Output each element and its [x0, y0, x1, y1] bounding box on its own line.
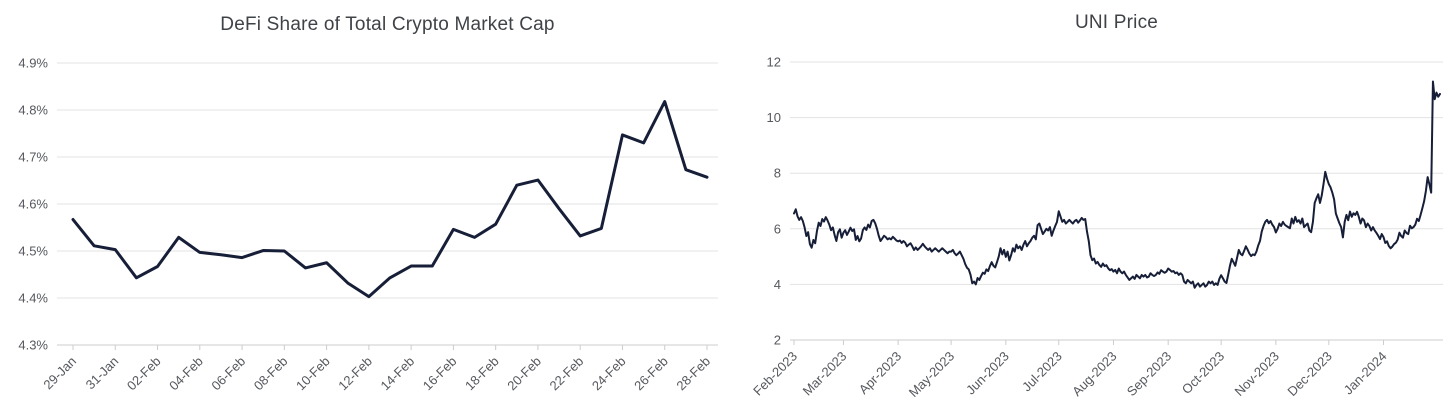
x-tick-label: 06-Feb — [208, 354, 248, 394]
defi-share-chart: DeFi Share of Total Crypto Market Cap 4.… — [18, 14, 718, 394]
x-tick-label: 14-Feb — [378, 354, 418, 394]
x-tick-label: May-2023 — [906, 349, 957, 400]
defi-share-line — [71, 100, 709, 299]
x-tick-label: 22-Feb — [547, 354, 587, 394]
y-tick-label: 4.9% — [18, 56, 48, 71]
x-tick-label: 02-Feb — [124, 354, 164, 394]
x-tick-label: Sep-2023 — [1124, 349, 1174, 399]
x-tick-label: 20-Feb — [504, 354, 544, 394]
y-tick-label: 4 — [774, 277, 781, 292]
y-tick-label: 4.3% — [18, 338, 48, 353]
uni-price-chart: UNI Price 2 4 6 8 10 12 Feb-2023 Mar-2023 Apr-20… — [728, 0, 1456, 418]
y-tick-label: 4.4% — [18, 291, 48, 306]
x-tick-label: 26-Feb — [631, 354, 671, 394]
y-tick-label: 4.6% — [18, 197, 48, 212]
y-tick-label: 4.7% — [18, 150, 48, 165]
uni-price-chart-title: UNI Price — [1074, 12, 1159, 33]
x-tick-label: 08-Feb — [251, 354, 291, 394]
x-tick-label: Jun-2023 — [963, 349, 1012, 398]
uni-price-line — [793, 80, 1441, 289]
x-tick-label: Jul-2023 — [1019, 349, 1065, 395]
y-tick-label: 8 — [774, 166, 781, 181]
x-tick-label: 24-Feb — [589, 354, 629, 394]
x-tick-label: Dec-2023 — [1284, 349, 1334, 399]
x-tick-label: 04-Feb — [166, 354, 206, 394]
y-tick-label: 6 — [774, 221, 781, 236]
defi-share-plot: 4.3% 4.4% 4.5% 4.6% 4.7% 4.8% 4.9% 29-Jan 31-Jan… — [18, 56, 718, 394]
y-tick-label: 4.5% — [18, 244, 48, 259]
defi-share-chart-title: DeFi Share of Total Crypto Market Cap — [220, 14, 555, 35]
x-tick-label: 10-Feb — [293, 354, 333, 394]
x-tick-label: 31-Jan — [83, 354, 122, 393]
x-tick-label: Oct-2023 — [1179, 349, 1227, 397]
x-tick-label: Jan-2024 — [1341, 349, 1390, 398]
x-tick-label: Apr-2023 — [856, 349, 904, 397]
x-tick-label: 16-Feb — [420, 354, 460, 394]
x-tick-label: Mar-2023 — [800, 349, 850, 399]
y-tick-label: 2 — [774, 333, 781, 348]
x-tick-label: 18-Feb — [462, 354, 502, 394]
uni-price-plot: 2 4 6 8 10 12 Feb-2023 Mar-2023 Apr-2023 May-2023… — [750, 55, 1443, 400]
y-tick-label: 10 — [767, 110, 781, 125]
x-tick-label: 29-Jan — [40, 354, 79, 393]
x-tick-label: Feb-2023 — [750, 349, 800, 399]
y-tick-label: 4.8% — [18, 103, 48, 118]
x-tick-label: 28-Feb — [673, 354, 713, 394]
y-tick-label: 12 — [767, 55, 781, 70]
x-tick-label: 12-Feb — [335, 354, 375, 394]
x-tick-label: Nov-2023 — [1232, 349, 1282, 399]
x-tick-label: Aug-2023 — [1069, 349, 1119, 399]
